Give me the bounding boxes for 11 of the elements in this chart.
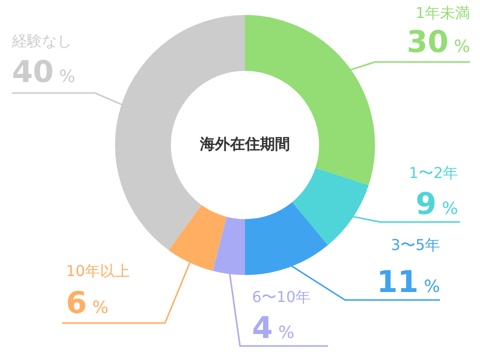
slice-label: 1〜2年	[408, 164, 458, 182]
slice-label: 10年以上	[66, 262, 130, 280]
text: 海外在住期間	[199, 134, 290, 153]
data-label: 9 %	[416, 187, 458, 222]
slice-label: 1年未満	[415, 4, 470, 22]
data-label: 6 %	[66, 286, 108, 321]
data-label: 11 %	[376, 265, 440, 300]
data-label: 4 %	[252, 311, 294, 346]
slice-label: 3〜5年	[390, 236, 440, 254]
slice-label: 6〜10年	[252, 288, 311, 306]
data-label: 30 %	[406, 25, 470, 60]
